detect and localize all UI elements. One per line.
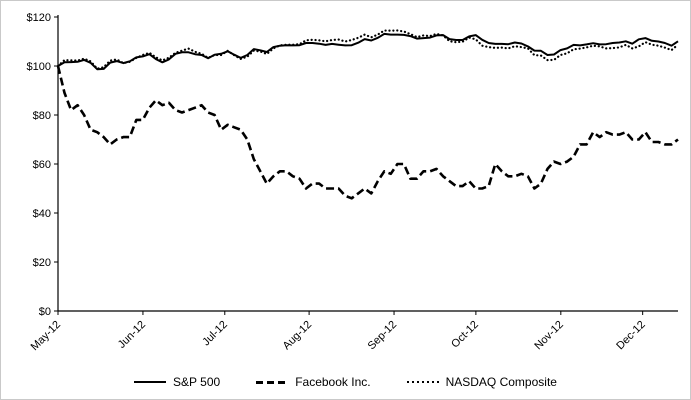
x-tick-label: Sep-12 xyxy=(366,319,400,353)
legend: S&P 500 Facebook Inc. NASDAQ Composite xyxy=(1,375,690,389)
legend-label-facebook: Facebook Inc. xyxy=(295,375,371,389)
x-tick-label: Oct-12 xyxy=(449,319,481,351)
x-tick-label: Aug-12 xyxy=(281,319,315,353)
legend-label-sp500: S&P 500 xyxy=(173,375,221,389)
legend-item-sp500: S&P 500 xyxy=(134,375,220,389)
legend-item-nasdaq: NASDAQ Composite xyxy=(406,375,557,389)
y-tick-label: $0 xyxy=(39,306,51,318)
y-tick-label: $120 xyxy=(27,12,51,24)
facebook-inc-line xyxy=(56,65,679,200)
x-tick-label: Nov-12 xyxy=(532,319,566,353)
x-tick-label: Dec-12 xyxy=(614,319,648,353)
nasdaq-composite-line xyxy=(56,29,680,70)
x-tick-label: Jul-12 xyxy=(200,319,230,349)
facebook-line-sample xyxy=(256,380,289,384)
y-tick-label: $40 xyxy=(33,208,51,220)
s-p-500-line xyxy=(57,32,679,71)
x-tick-label: Jun-12 xyxy=(116,319,148,351)
legend-label-nasdaq: NASDAQ Composite xyxy=(445,375,557,389)
y-tick-label: $20 xyxy=(33,257,51,269)
y-tick-label: $100 xyxy=(27,61,51,73)
y-tick-label: $80 xyxy=(33,110,51,122)
sp500-line-sample xyxy=(134,381,167,383)
legend-item-facebook: Facebook Inc. xyxy=(256,375,371,389)
nasdaq-line-sample xyxy=(406,381,439,383)
y-tick-label: $60 xyxy=(33,159,51,171)
x-tick-label: May-12 xyxy=(29,319,63,353)
